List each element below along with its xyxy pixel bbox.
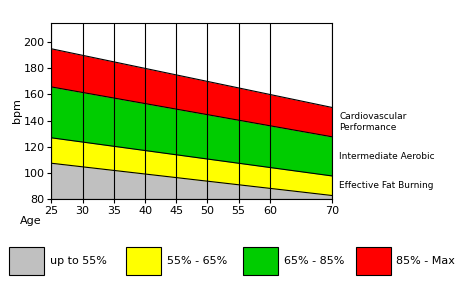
Bar — [126, 247, 161, 275]
Text: 55% - 65%: 55% - 65% — [167, 256, 227, 266]
Text: Age: Age — [20, 216, 41, 226]
Text: Cardiovascular
Performance: Cardiovascular Performance — [339, 112, 407, 132]
Text: Intermediate Aerobic: Intermediate Aerobic — [339, 152, 435, 161]
Bar — [9, 247, 44, 275]
Text: 65% - 85%: 65% - 85% — [284, 256, 344, 266]
Text: up to 55%: up to 55% — [50, 256, 107, 266]
Y-axis label: bpm: bpm — [12, 98, 22, 123]
Bar — [356, 247, 391, 275]
Text: 85% - Max: 85% - Max — [396, 256, 455, 266]
Text: Effective Fat Burning: Effective Fat Burning — [339, 181, 434, 190]
Bar — [243, 247, 278, 275]
